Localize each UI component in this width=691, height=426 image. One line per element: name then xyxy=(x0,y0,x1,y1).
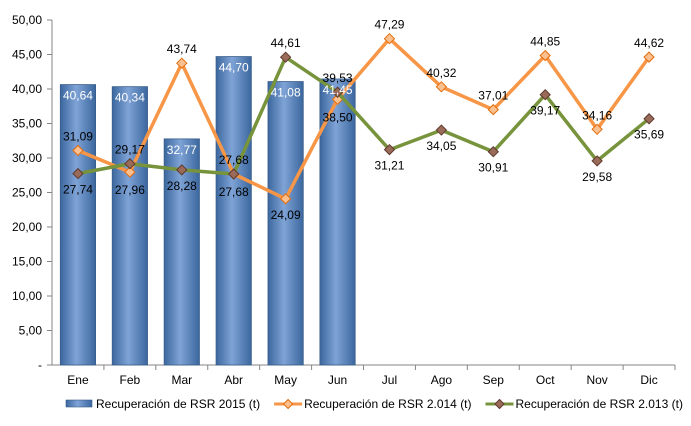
line-data-label: 31,21 xyxy=(374,159,404,173)
x-tick-label: Feb xyxy=(120,373,141,387)
series-marker xyxy=(383,32,396,45)
series-marker xyxy=(124,158,136,170)
series-marker xyxy=(228,168,240,180)
series-marker xyxy=(176,164,188,176)
series-marker xyxy=(591,123,603,136)
line-data-label: 47,29 xyxy=(374,18,404,32)
series-marker xyxy=(176,57,188,69)
legend-marker xyxy=(282,398,294,410)
line-data-label: 29,17 xyxy=(115,143,145,157)
series-marker xyxy=(279,193,292,205)
bar-data-label: 41,08 xyxy=(271,86,301,100)
line-data-label: 37,01 xyxy=(478,89,508,103)
bar xyxy=(267,81,304,366)
series-marker xyxy=(72,144,84,157)
line-data-label: 30,91 xyxy=(478,161,508,175)
bar-data-label: 40,34 xyxy=(115,91,145,105)
line-data-label: 35,69 xyxy=(634,128,664,142)
line-data-label: 43,74 xyxy=(167,42,197,56)
y-tick-label: 10,00 xyxy=(12,289,42,303)
legend-label: Recuperación de RSR 2.014 (t) xyxy=(304,397,471,411)
series-marker xyxy=(591,155,603,167)
x-tick-label: Jun xyxy=(328,373,347,387)
x-tick-label: Abr xyxy=(224,373,243,387)
series-marker xyxy=(435,81,448,93)
line-data-label: 39,53 xyxy=(323,71,353,85)
bar-series xyxy=(59,56,356,366)
y-tick-label: - xyxy=(38,358,42,372)
x-tick-label: Sep xyxy=(483,373,505,387)
series-marker xyxy=(279,51,292,63)
line-data-label: 44,85 xyxy=(530,35,560,49)
line-data-label: 44,61 xyxy=(271,36,301,50)
x-tick-label: Jul xyxy=(382,373,397,387)
x-tick-label: Dic xyxy=(640,373,657,387)
x-tick-label: May xyxy=(274,373,297,387)
series-line xyxy=(77,36,651,201)
bar xyxy=(59,84,97,366)
series-marker xyxy=(124,166,136,178)
y-tick-label: 50,00 xyxy=(12,13,42,27)
legend: Recuperación de RSR 2015 (t) Recuperación… xyxy=(65,397,683,411)
bar xyxy=(319,78,356,366)
series-line xyxy=(77,55,651,176)
y-tick-label: 35,00 xyxy=(12,117,42,131)
line-data-label: 27,68 xyxy=(219,153,249,167)
x-tick-label: Nov xyxy=(586,373,607,387)
x-tick-label: Mar xyxy=(171,373,192,387)
x-tick-label: Ago xyxy=(431,373,453,387)
y-tick-label: 40,00 xyxy=(12,82,42,96)
bar-data-label: 41,45 xyxy=(323,83,353,97)
line-data-label: 29,58 xyxy=(582,170,612,184)
y-tick-label: 45,00 xyxy=(12,48,42,62)
legend-marker xyxy=(494,398,505,410)
series-marker xyxy=(331,86,344,98)
y-tick-label: 15,00 xyxy=(12,255,42,269)
bar-data-label: 40,64 xyxy=(63,89,93,103)
x-tick-label: Oct xyxy=(536,373,555,387)
axes: - 5,00 10,00 15,00 20,00 25,00 30,00 35,00 40,00… xyxy=(12,13,676,387)
bar xyxy=(163,138,200,366)
series-marker xyxy=(72,167,84,180)
y-tick-label: 30,00 xyxy=(12,151,42,165)
y-tick-label: 20,00 xyxy=(12,220,42,234)
line-data-label: 34,16 xyxy=(582,108,612,122)
y-tick-label: 5,00 xyxy=(19,324,43,338)
x-tick-label: Ene xyxy=(67,373,89,387)
line-data-label: 40,32 xyxy=(426,66,456,80)
bar-data-label: 32,77 xyxy=(167,143,197,157)
line-series xyxy=(72,32,655,205)
series-marker xyxy=(487,103,499,116)
series-marker xyxy=(539,49,551,62)
series-marker xyxy=(643,51,655,63)
line-data-label: 27,74 xyxy=(63,183,93,197)
series-marker xyxy=(435,124,448,136)
line-data-label: 27,96 xyxy=(115,183,145,197)
data-labels: 40,64 40,34 32,77 44,70 41,08 41,45 31,09 27,74… xyxy=(63,18,664,222)
y-tick-label: 25,00 xyxy=(12,186,42,200)
line-data-label: 24,09 xyxy=(271,208,301,222)
series-marker xyxy=(539,89,551,101)
bar xyxy=(111,86,148,366)
bar-data-label: 44,70 xyxy=(219,61,249,75)
line-data-label: 34,05 xyxy=(426,139,456,153)
line-data-label: 31,09 xyxy=(63,129,93,143)
line-data-label: 27,68 xyxy=(219,185,249,199)
bar xyxy=(215,56,252,366)
series-marker xyxy=(487,146,499,158)
series-marker xyxy=(383,143,396,156)
line-data-label: 38,50 xyxy=(323,110,353,124)
legend-label: Recuperación de RSR 2015 (t) xyxy=(96,397,260,411)
line-data-label: 44,62 xyxy=(634,36,664,50)
legend-label: Recuperación de RSR 2.013 (t) xyxy=(516,397,683,411)
line-data-label: 39,17 xyxy=(530,104,560,118)
series-marker xyxy=(643,113,655,125)
legend-swatch xyxy=(65,399,93,408)
line-data-label: 28,28 xyxy=(167,179,197,193)
